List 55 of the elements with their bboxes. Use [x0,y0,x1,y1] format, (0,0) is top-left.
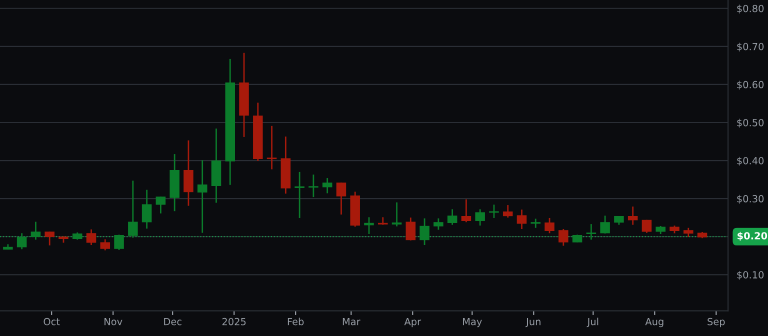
candlestick [100,238,110,252]
candlestick [322,177,332,194]
candlestick [378,216,388,226]
x-tick-label: Sep [708,318,725,328]
y-tick-label: $0.40 [737,156,764,166]
candlestick [16,232,27,250]
x-tick-label: Apr [404,318,422,328]
x-tick-label: Mar [342,318,360,326]
ref-line-label: $0.20 [738,232,768,241]
candlestick [516,208,527,230]
candlestick [684,227,694,238]
candlestick [86,228,96,246]
y-tick-label: $0.60 [737,80,764,90]
candlestick [197,159,208,234]
candlestick [434,218,444,230]
candlestick [266,125,277,170]
candlestick [142,189,152,230]
candlestick [544,217,554,234]
y-tick-label: $0.30 [737,194,764,204]
candlestick [461,198,472,223]
candlestick [600,215,610,234]
x-tick-label: Nov [104,318,122,326]
candlestick [406,216,416,242]
candlestick [392,202,402,228]
candlestick [502,204,513,218]
candlestick [114,234,124,251]
y-tick-label: $0.50 [737,118,764,128]
candlestick [128,180,138,238]
candlestick [558,228,568,246]
y-tick-label: $0.80 [737,4,764,14]
x-tick-label: Oct [44,318,60,326]
candlestick [475,208,485,226]
candlestick [30,221,41,240]
x-tick-label: May [463,318,482,328]
candlestick [447,208,458,226]
y-tick-label: $0.10 [737,270,764,280]
candlestick [156,196,166,214]
x-tick-label: Aug [645,318,664,328]
candlestick [628,206,638,226]
candlestick [308,174,318,198]
candlestick [336,182,346,216]
candlestick [586,223,596,240]
x-tick-label: 2025 [222,318,246,326]
candlestick [44,230,54,246]
candlestick [420,218,430,246]
x-tick-label: Jun [526,318,540,328]
candlestick [294,171,304,219]
candlestick [364,216,374,235]
candlestick [642,219,652,234]
candlestick [184,140,194,206]
x-tick-label: Dec [164,318,182,326]
y-tick-label: $0.70 [737,42,764,52]
candlestick [530,218,541,229]
x-tick-label: Jul [586,318,598,328]
x-tick-label: Feb [288,318,304,326]
